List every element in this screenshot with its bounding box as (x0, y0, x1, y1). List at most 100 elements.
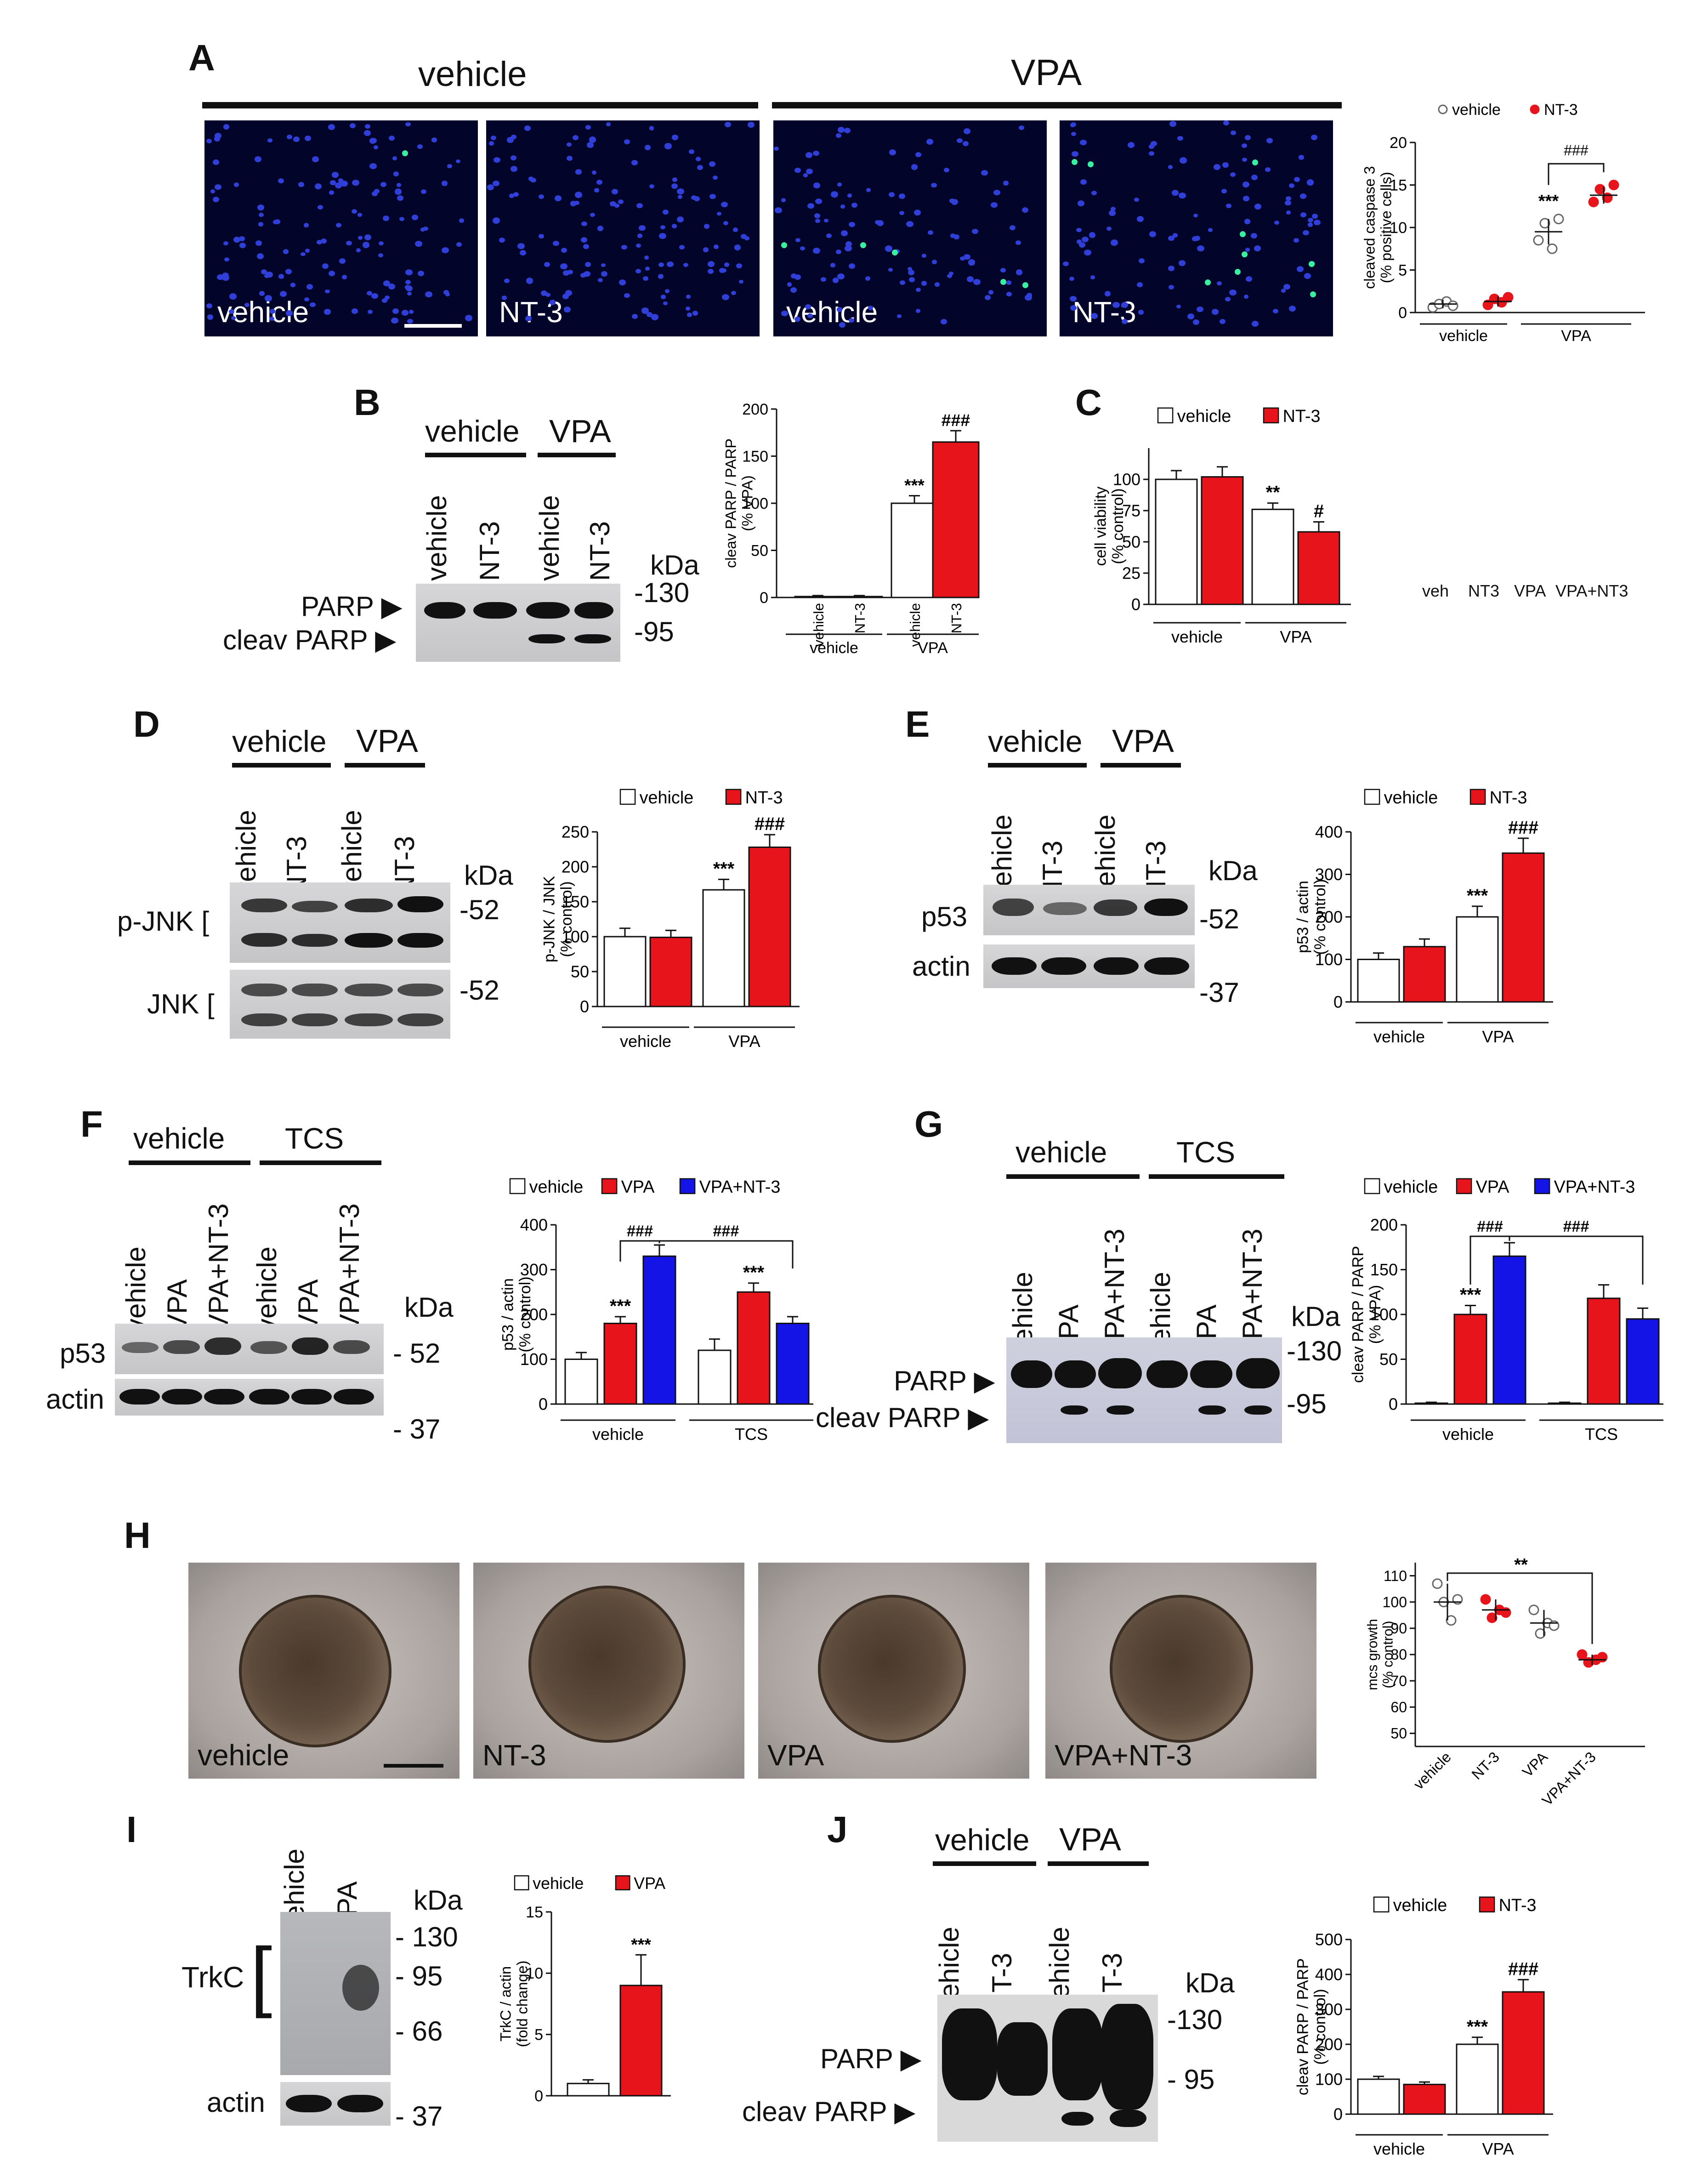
y-tick-label: 5 (534, 2026, 543, 2044)
group-bar-vehicle-g (1006, 1174, 1140, 1179)
bar (737, 1291, 771, 1405)
significance-mark: ### (627, 1223, 653, 1240)
legend-swatch (1157, 407, 1174, 424)
significance-mark: ### (942, 410, 970, 430)
bar (891, 502, 938, 598)
bar (1548, 1402, 1582, 1405)
x-group-label: vehicle (1373, 1027, 1425, 1043)
y-tick-label: 25 (1122, 564, 1140, 583)
y-tick-label: 0 (539, 1395, 548, 1414)
y-tick-label: 200 (1315, 2035, 1343, 2054)
y-axis-label: cleav PARP / PARP(% control) (1294, 1958, 1329, 2095)
chart-h: 50 60 70 80 90 100 110 mcs growth(% control) veh… (1365, 1555, 1645, 1809)
legend-label: VPA (634, 1875, 665, 1893)
group-label-vehicle-f: vehicle (133, 1122, 225, 1155)
bar (776, 1323, 810, 1405)
legend-label: VPA+NT-3 (699, 1177, 781, 1197)
group-label-vpa-b: VPA (549, 413, 611, 449)
y-tick-label: 150 (742, 448, 768, 465)
y-tick-label: 100 (1370, 1305, 1398, 1324)
marker-95-i: - 95 (395, 1961, 443, 1991)
x-group-label: vehicle (1439, 327, 1488, 345)
marker-52-d1: -52 (460, 894, 499, 925)
y-tick-label: 10 (526, 1965, 543, 1982)
bar (1502, 852, 1545, 1003)
x-group-label: VPA (918, 639, 948, 657)
legend-label: NT-3 (1499, 1896, 1537, 1915)
x-tick-label: vehicle (811, 603, 827, 647)
bar (1453, 1314, 1487, 1405)
panel-letter-g: G (914, 1103, 943, 1144)
data-point (1447, 300, 1458, 311)
bar (649, 937, 692, 1007)
chart-g: 0 50 100 150 200 cleav PARP / PARP(% VPA) *** v… (1349, 1177, 1663, 1444)
bar (1502, 1991, 1545, 2115)
significance-bracket (1447, 1572, 1593, 1644)
blot-trkc (280, 1912, 391, 2075)
group-bar-vpa (772, 102, 1342, 108)
micrograph-vpa-vehicle: vehicle (773, 120, 1047, 336)
blot-pjnk (230, 882, 450, 963)
y-axis-label: cleav PARP / PARP(% VPA) (723, 438, 756, 568)
legend-swatch (1373, 1896, 1390, 1913)
y-tick-label: 50 (751, 542, 768, 559)
legend-label: VPA+NT-3 (1554, 1177, 1635, 1197)
group-label-tcs-f: TCS (285, 1122, 344, 1155)
marker-95-j: - 95 (1167, 2064, 1215, 2095)
y-tick-label: 100 (1113, 470, 1140, 489)
brightfield-vpa-nt3: VPA+NT-3 (1045, 1563, 1316, 1779)
micrograph-vehicle-vehicle: vehicle (204, 120, 478, 336)
legend-label: vehicle (533, 1875, 584, 1893)
y-tick-label: 75 (1122, 501, 1140, 520)
legend-label: vehicle (529, 1177, 584, 1197)
legend-label: NT-3 (745, 788, 783, 808)
significance-bracket (1469, 1235, 1510, 1285)
chart-e: 0 100 200 300 400 p53 / actin(% control) *** ##… (1294, 788, 1553, 1043)
x-group-label: TCS (1585, 1425, 1618, 1444)
extra-label-vpa: VPA (1514, 581, 1546, 600)
y-tick-label: 300 (520, 1260, 548, 1279)
legend-label: vehicle (1452, 101, 1501, 119)
legend-swatch (514, 1875, 529, 1891)
bar (1357, 2078, 1400, 2115)
brightfield-vehicle: vehicle (188, 1563, 460, 1779)
y-tick-label: 200 (520, 1305, 548, 1324)
legend-label: NT-3 (1490, 788, 1527, 808)
y-tick-label: 0 (1398, 304, 1407, 322)
brightfield-nt3: NT-3 (473, 1563, 744, 1779)
group-bar-vpa-j (1048, 1861, 1149, 1866)
marker-95-b: -95 (634, 616, 674, 647)
legend-swatch (725, 789, 742, 805)
y-tick-label: 150 (562, 893, 589, 911)
legend-label: NT-3 (1283, 407, 1321, 426)
bar (1492, 1255, 1526, 1405)
data-point (1482, 299, 1493, 310)
chart-d: 0 50 100 150 200 250 p-JNK / JNK(% control) ***… (540, 788, 800, 1051)
bar (1403, 946, 1446, 1003)
kda-label-f: kDa (404, 1292, 454, 1323)
y-tick-label: 20 (1390, 134, 1407, 152)
extra-label-nt3: NT3 (1468, 581, 1500, 600)
lane-label-b3: vehicle (534, 495, 565, 581)
lane-label-f1: vehicle (120, 1246, 151, 1332)
group-bar-vehicle (202, 102, 758, 108)
significance-mark: ** (1266, 483, 1280, 503)
panel-letter-a: A (188, 37, 215, 78)
group-label-vpa-e: VPA (1112, 723, 1174, 759)
panel-letter-i: I (126, 1809, 137, 1850)
y-tick-label: 0 (1333, 2105, 1343, 2124)
bar (1403, 2083, 1446, 2115)
legend-swatch (1364, 1178, 1380, 1194)
legend-label: vehicle (640, 788, 694, 808)
y-tick-label: 500 (1315, 1930, 1343, 1949)
significance-mark: ### (1564, 142, 1589, 159)
group-label-vehicle: vehicle (418, 55, 527, 94)
significance-mark: # (1314, 501, 1324, 521)
marker-52-f: - 52 (393, 1338, 441, 1369)
legend-swatch (619, 789, 636, 805)
group-label-vehicle-g: vehicle (1016, 1136, 1107, 1169)
parp-label-b: PARP ▶ (301, 591, 403, 622)
x-group-label: vehicle (810, 639, 858, 657)
group-bar-vehicle-j (933, 1861, 1036, 1866)
